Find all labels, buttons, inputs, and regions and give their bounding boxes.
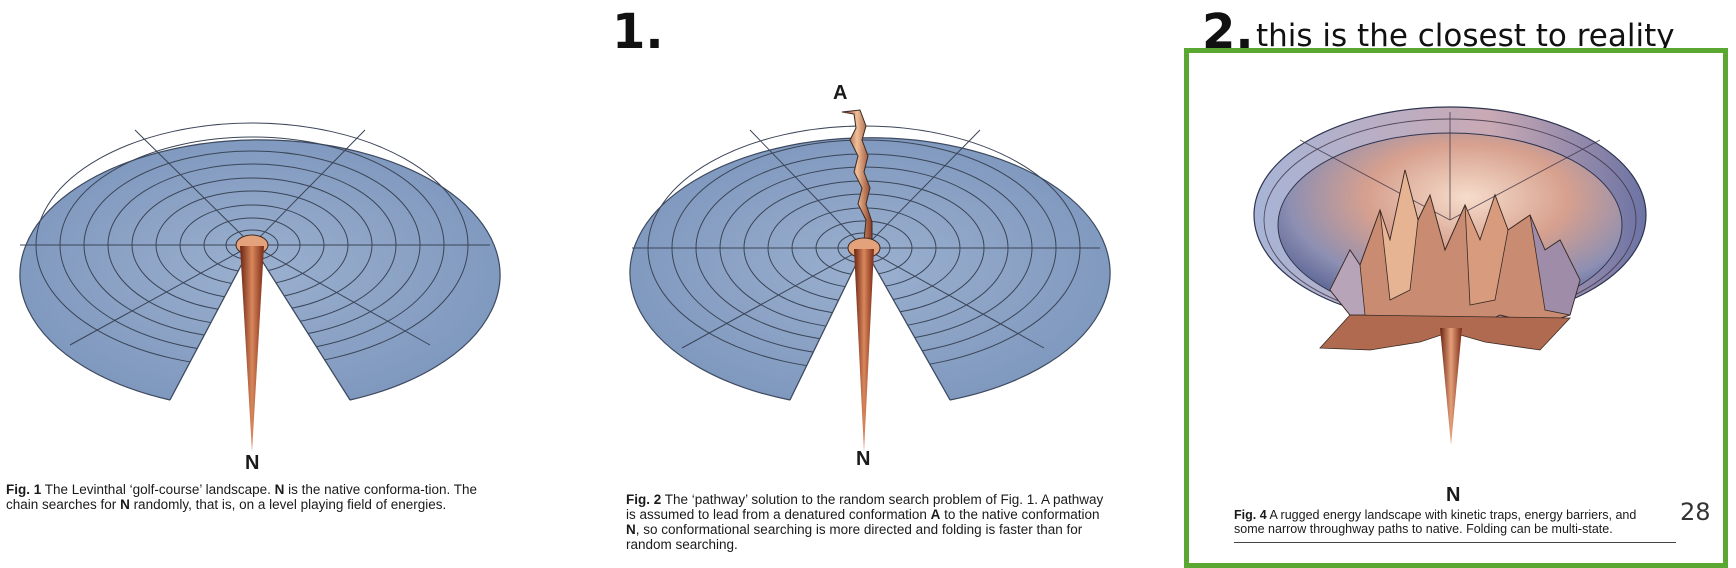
fig1-native-label: N xyxy=(245,452,260,474)
fig2-caption: Fig. 2 The ‘pathway’ solution to the ran… xyxy=(626,492,1104,552)
fig2-caption-a: A xyxy=(930,507,941,522)
fig2-caption-number: Fig. 2 xyxy=(626,492,662,507)
fig4-caption-number: Fig. 4 xyxy=(1234,508,1267,522)
fig1-caption-text3: randomly, that is, on a level playing fi… xyxy=(129,497,447,512)
fig1-caption: Fig. 1 The Levinthal ‘golf-course’ lands… xyxy=(6,482,506,512)
fig2-denatured-label: A xyxy=(833,82,848,104)
page-number: 28 xyxy=(1680,498,1711,526)
fig1-caption-number: Fig. 1 xyxy=(6,482,42,497)
label-option-1: 1. xyxy=(612,4,664,60)
fig2-caption-text: The ‘pathway’ solution to the random sea… xyxy=(626,492,1104,522)
fig4-caption-rule xyxy=(1234,542,1676,543)
fig2-caption-text2: to the native conformation xyxy=(940,507,1100,522)
fig2-caption-n: N xyxy=(626,522,636,537)
fig4-native-label: N xyxy=(1446,484,1461,506)
fig2-landscape xyxy=(629,109,1111,460)
fig2-native-label: N xyxy=(856,448,871,470)
fig1-caption-n2: N xyxy=(120,497,130,512)
fig4-landscape xyxy=(1253,106,1647,445)
fig4-caption: Fig. 4 A rugged energy landscape with ki… xyxy=(1234,508,1664,536)
fig1-landscape xyxy=(19,122,501,460)
fig1-caption-n: N xyxy=(274,482,285,497)
fig4-caption-text: A rugged energy landscape with kinetic t… xyxy=(1234,508,1637,536)
fig1-caption-text2: is the native conforma-tion. The chain s… xyxy=(6,482,478,512)
fig1-caption-text: The Levinthal ‘golf-course’ landscape. xyxy=(41,482,275,497)
fig2-caption-text3: , so conformational searching is more di… xyxy=(626,522,1083,552)
